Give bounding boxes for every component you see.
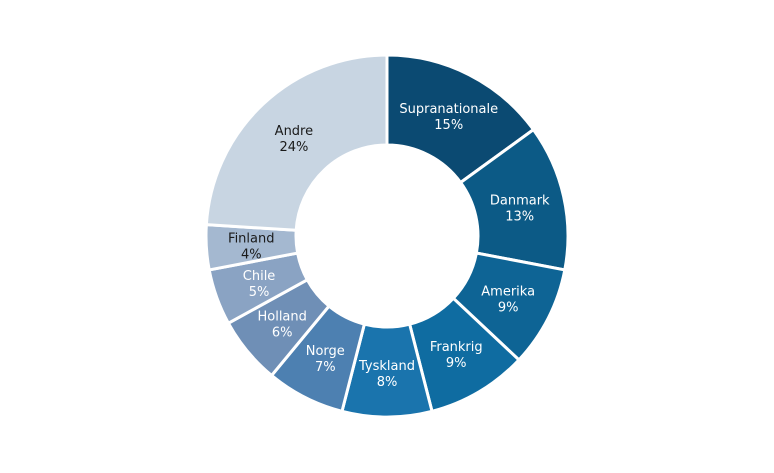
slice-label-tyskland: Tyskland — [358, 359, 415, 374]
slice-value-finland: 4% — [241, 248, 262, 263]
donut-slices — [204, 53, 570, 419]
slice-supranationale — [385, 53, 536, 185]
slice-value-amerika: 9% — [498, 301, 519, 316]
slice-value-norge: 7% — [315, 360, 336, 375]
slice-value-andre: 24% — [279, 140, 308, 155]
slice-value-supranationale: 15% — [434, 118, 463, 133]
donut-labels: Supranationale15%Danmark13%Amerika9%Fran… — [228, 102, 550, 390]
slice-value-tyskland: 8% — [377, 375, 398, 390]
slice-label-andre: Andre — [275, 124, 313, 139]
slice-label-holland: Holland — [257, 310, 306, 325]
slice-value-danmark: 13% — [505, 209, 534, 224]
slice-value-holland: 6% — [272, 326, 293, 341]
slice-value-chile: 5% — [249, 285, 270, 300]
slice-label-danmark: Danmark — [490, 193, 550, 208]
slice-label-supranationale: Supranationale — [399, 102, 498, 117]
slice-label-norge: Norge — [306, 344, 345, 359]
slice-label-chile: Chile — [243, 269, 276, 284]
slice-value-frankrig: 9% — [446, 356, 467, 371]
slice-label-amerika: Amerika — [481, 285, 535, 300]
slice-label-finland: Finland — [228, 232, 274, 247]
slice-label-frankrig: Frankrig — [430, 340, 483, 355]
slice-andre — [204, 53, 389, 232]
